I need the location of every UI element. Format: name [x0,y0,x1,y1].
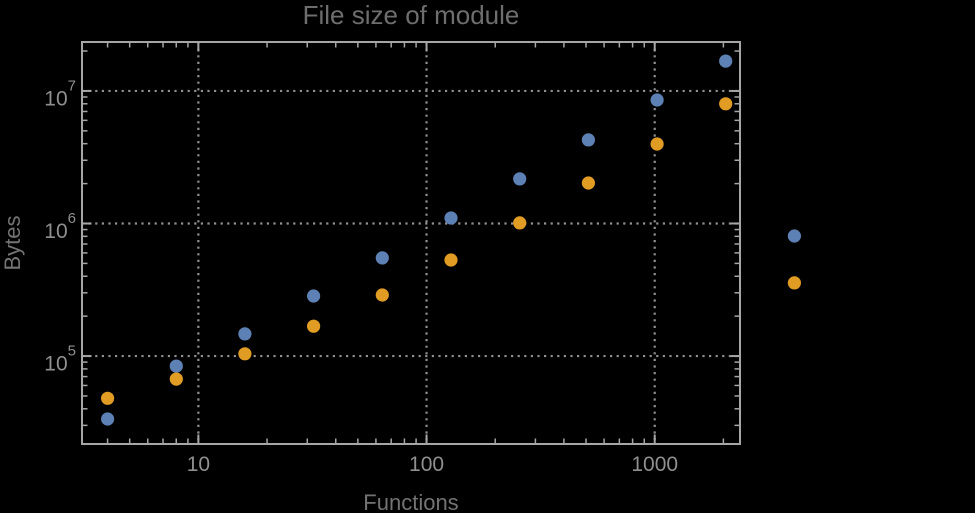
data-point-orange [169,372,183,386]
data-point-blue [719,54,733,68]
data-point-blue [307,289,321,303]
data-points [101,54,802,426]
y-tick-label: 105 [44,343,76,376]
data-point-orange [787,276,802,290]
data-point-blue [513,172,527,186]
y-tick-label: 106 [44,210,76,243]
x-tick-label: 10 [187,453,210,476]
data-point-orange [513,216,527,230]
frame-ticks [82,42,740,444]
data-point-orange [444,253,458,267]
data-point-orange [307,319,321,333]
data-point-blue [375,251,389,265]
y-tick-label: 107 [44,77,76,110]
x-tick-label: 100 [409,453,444,476]
data-point-orange [238,347,252,361]
data-point-blue [650,93,664,107]
plot-frame [81,41,741,445]
gridlines [82,42,740,444]
x-tick-label: 1000 [631,453,678,476]
data-point-orange [101,391,115,405]
x-axis-label: Functions [363,490,458,513]
y-axis-label: Bytes [0,215,25,270]
data-point-orange [650,137,664,151]
data-point-blue [238,327,252,341]
data-point-blue [787,229,802,243]
chart-title: File size of module [303,0,520,30]
data-point-orange [581,176,596,190]
data-point-blue [444,211,458,225]
data-point-orange [719,97,733,111]
x-tick-labels: 10 100 1000 [187,453,678,476]
data-point-blue [101,412,115,426]
y-tick-labels: 105 106 107 [44,77,76,375]
data-point-orange [375,288,389,302]
data-point-blue [581,133,596,147]
data-point-blue [169,359,183,373]
